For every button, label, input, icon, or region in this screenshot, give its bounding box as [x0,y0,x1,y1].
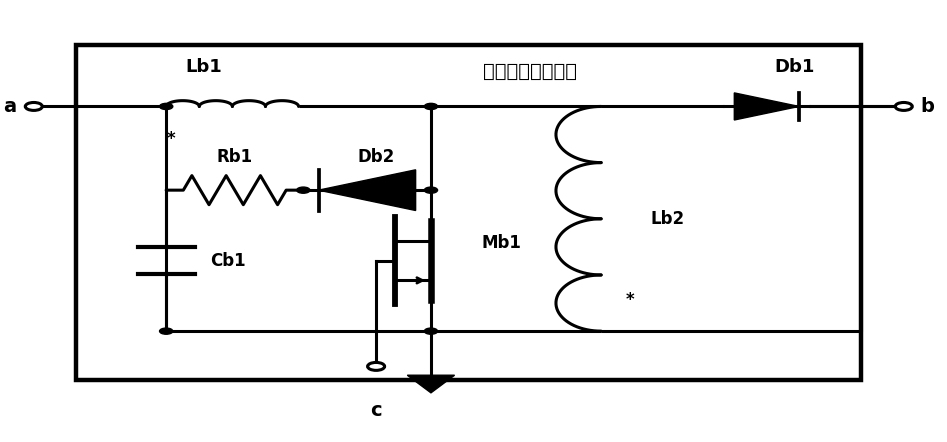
Circle shape [424,103,438,110]
Text: b: b [920,97,935,116]
Text: *: * [625,291,634,309]
Polygon shape [734,93,799,120]
Bar [77,45,861,380]
Text: *: * [167,130,175,149]
Text: a: a [4,97,17,116]
Text: c: c [370,401,382,420]
Text: Lb2: Lb2 [651,210,685,228]
Circle shape [159,103,172,110]
Text: Db2: Db2 [358,148,395,166]
Text: 输出电流补偿支路: 输出电流补偿支路 [483,62,578,81]
Text: Db1: Db1 [775,58,815,76]
Text: Mb1: Mb1 [482,234,522,252]
Circle shape [159,328,172,334]
Text: Lb1: Lb1 [186,58,223,76]
Circle shape [26,103,43,110]
Circle shape [296,187,310,193]
Circle shape [367,362,384,370]
Polygon shape [407,375,455,393]
Text: Rb1: Rb1 [217,148,253,166]
Circle shape [424,187,438,193]
Circle shape [424,328,438,334]
Text: Cb1: Cb1 [210,251,245,270]
Polygon shape [318,170,416,210]
Circle shape [895,103,912,110]
